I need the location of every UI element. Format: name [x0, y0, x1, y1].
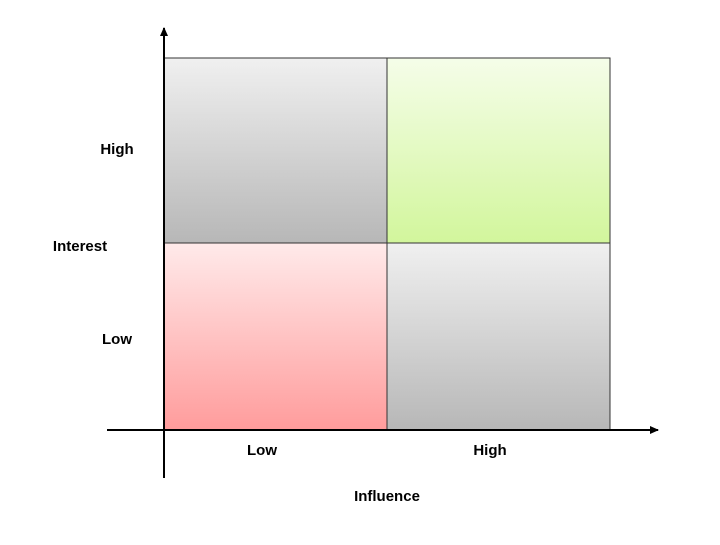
- quadrant-bottom-right: [386, 242, 611, 431]
- y-tick-label: Low: [102, 331, 132, 348]
- x-tick-label: High: [473, 442, 506, 459]
- quadrant-top-right: [386, 57, 611, 244]
- quadrant-top-left: [163, 57, 388, 244]
- y-tick-label: High: [100, 141, 133, 158]
- x-axis-label: Influence: [354, 488, 420, 505]
- x-tick-label: Low: [247, 442, 277, 459]
- quadrant-bottom-left: [163, 242, 388, 431]
- y-axis-label: Interest: [53, 238, 107, 255]
